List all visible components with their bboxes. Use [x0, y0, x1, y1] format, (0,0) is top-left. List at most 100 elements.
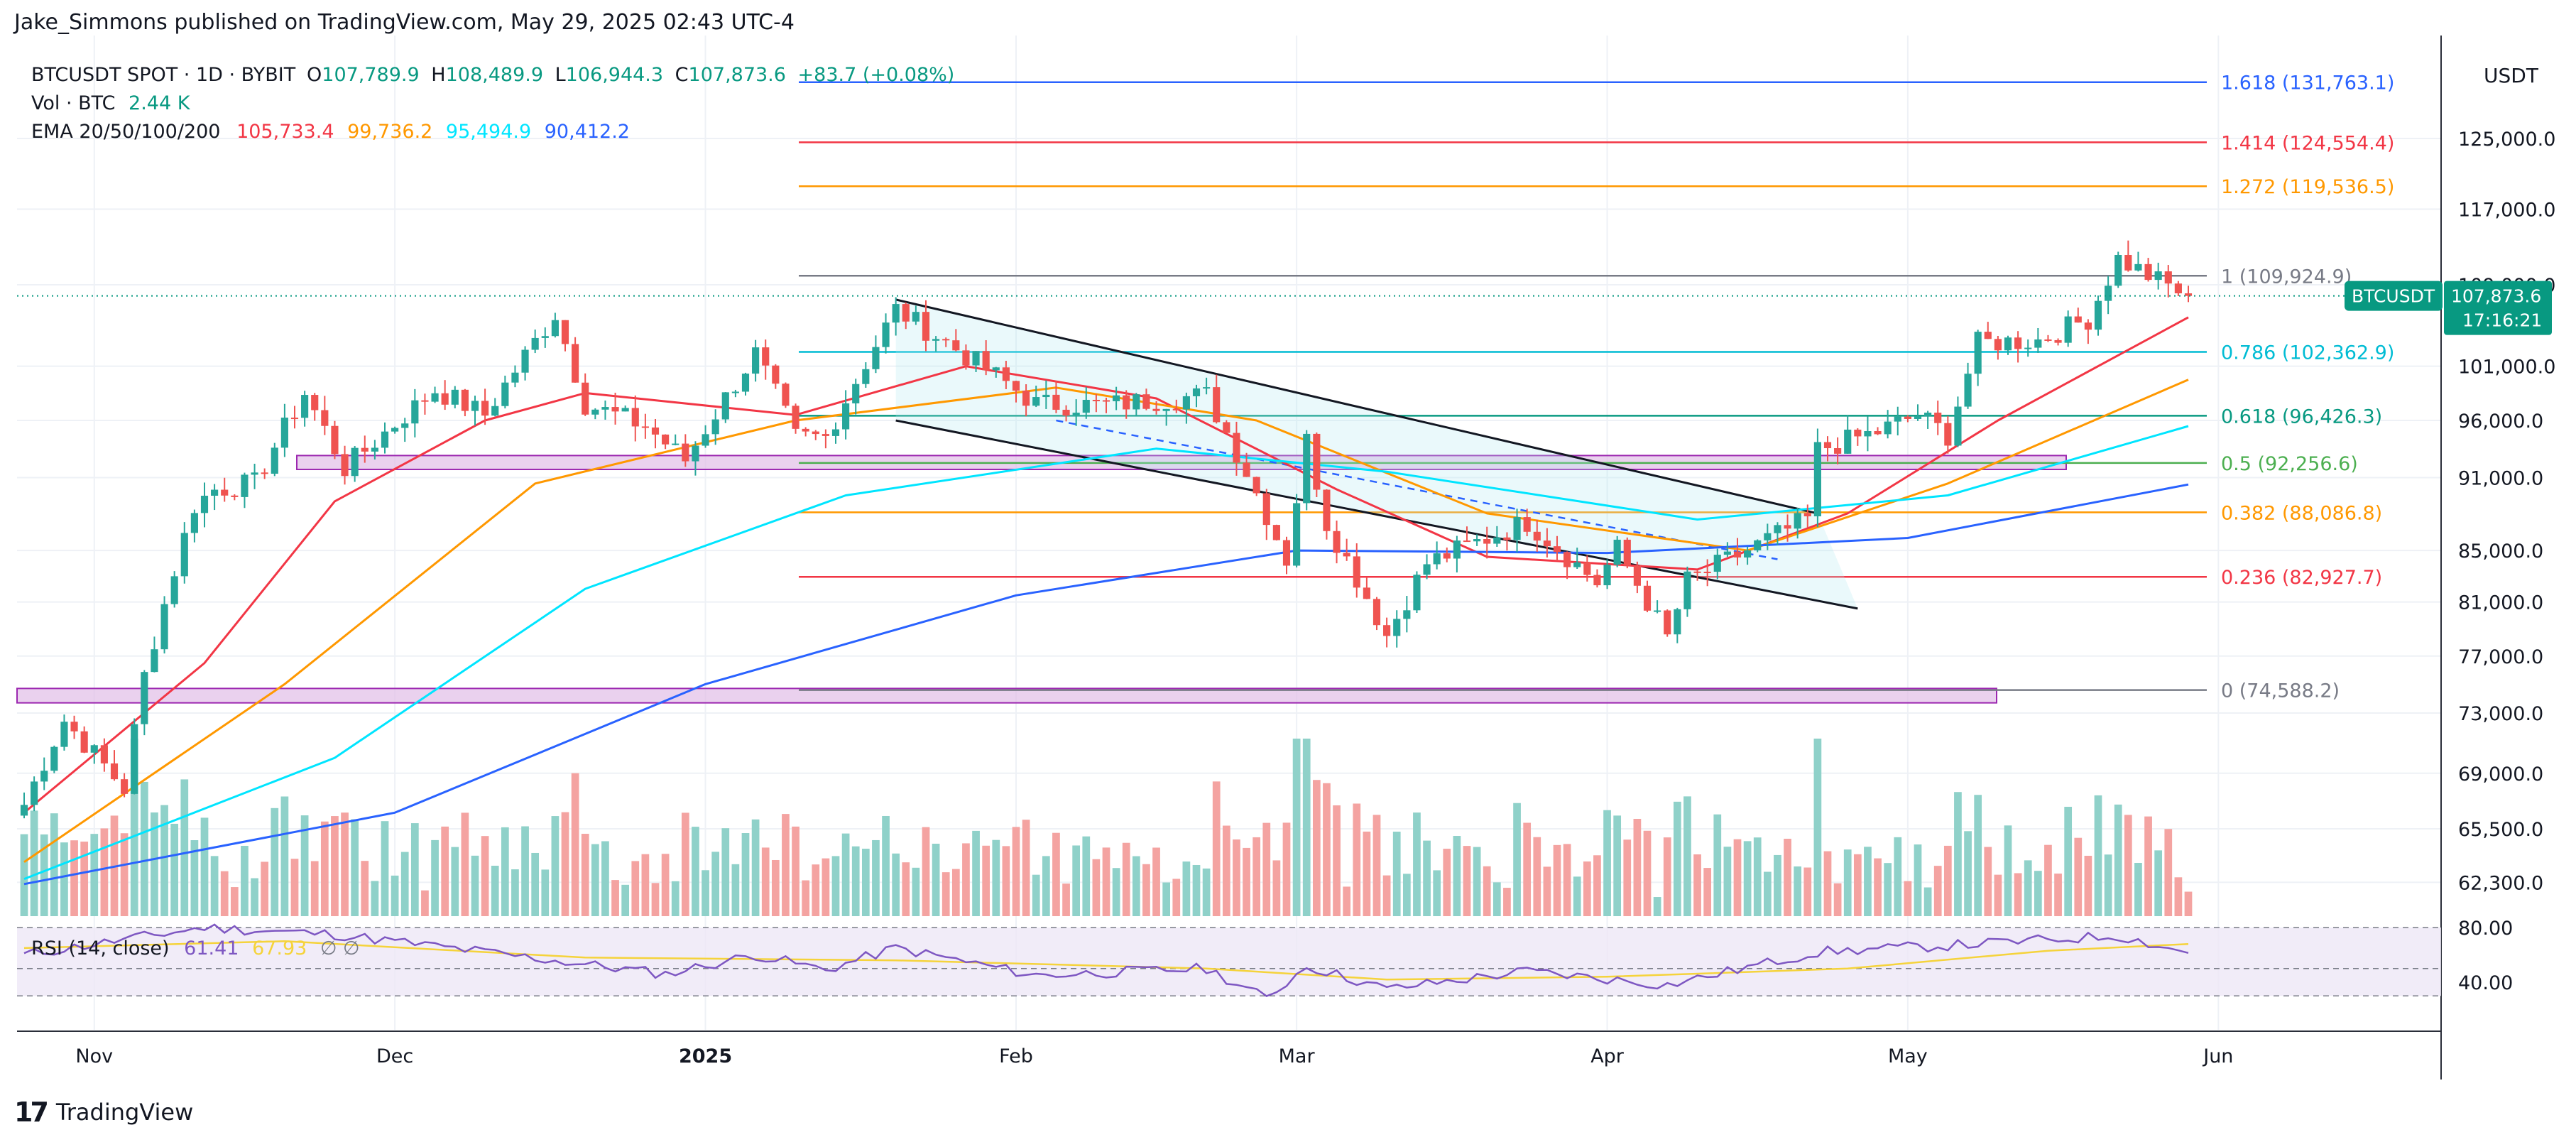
- fib-level-label[interactable]: 1.618 (131,763.1): [2221, 72, 2394, 94]
- candle-body: [431, 393, 439, 402]
- volume-bar: [1813, 739, 1822, 916]
- fib-level-label[interactable]: 1.414 (124,554.4): [2221, 132, 2394, 154]
- candle-body: [180, 533, 188, 577]
- tradingview-brand[interactable]: 17 TradingView: [14, 1092, 193, 1132]
- volume-bar: [1874, 858, 1882, 916]
- volume-bar: [1964, 831, 1972, 916]
- rsi-tick-label: 40.00: [2458, 972, 2513, 994]
- volume-bar: [241, 845, 249, 916]
- volume-bar: [2074, 837, 2083, 916]
- volume-legend[interactable]: Vol · BTC 2.44 K: [31, 92, 191, 114]
- candle-body: [1353, 556, 1360, 588]
- candle-body: [1152, 408, 1160, 411]
- publisher-line: Jake_Simmons published on TradingView.co…: [14, 10, 795, 35]
- volume-bar: [761, 847, 770, 916]
- volume-bar: [1233, 839, 1240, 916]
- volume-bar: [410, 823, 419, 916]
- volume-bar: [1102, 847, 1110, 916]
- volume-bar: [1633, 818, 1642, 916]
- fib-level-label[interactable]: 0.382 (88,086.8): [2221, 502, 2382, 524]
- candle-body: [1813, 442, 1821, 517]
- currency-label[interactable]: USDT: [2484, 64, 2539, 87]
- fib-level-label[interactable]: 0 (74,588.2): [2221, 680, 2340, 702]
- fib-level-label[interactable]: 0.5 (92,256.6): [2221, 453, 2358, 475]
- fib-level-label[interactable]: 0.236 (82,927.7): [2221, 567, 2382, 589]
- candle-body: [1674, 609, 1681, 635]
- volume-bar: [391, 875, 399, 916]
- candle-body: [1413, 575, 1421, 611]
- channel-upper-line: [895, 298, 1818, 515]
- volume-bar: [601, 841, 609, 916]
- candle-body: [591, 409, 599, 415]
- candle-body: [2114, 255, 2122, 286]
- volume-bars: [20, 739, 2193, 916]
- candle-body: [1493, 537, 1501, 544]
- volume-bar: [1884, 863, 1892, 916]
- candle-body: [982, 351, 990, 371]
- volume-bar: [2084, 855, 2092, 916]
- volume-bar: [812, 864, 820, 916]
- volume-bar: [2064, 807, 2073, 916]
- volume-bar: [1202, 868, 1211, 916]
- tradingview-logo-icon: 17: [14, 1097, 49, 1128]
- candle-body: [922, 312, 930, 341]
- candle-body: [651, 427, 660, 435]
- candle-body: [2014, 337, 2022, 349]
- open-label: O: [307, 64, 322, 86]
- volume-bar: [1643, 830, 1652, 916]
- price-tick-label: 77,000.0: [2458, 646, 2543, 668]
- candle-body: [1082, 399, 1090, 413]
- volume-bar: [892, 853, 900, 916]
- volume-bar: [130, 739, 138, 916]
- ema-line: [23, 483, 2189, 886]
- candle-body: [1934, 413, 1942, 423]
- candle-body: [551, 320, 559, 337]
- ema-legend[interactable]: EMA 20/50/100/200 105,733.4 99,736.2 95,…: [31, 121, 630, 143]
- fib-level-label[interactable]: 1 (109,924.9): [2221, 266, 2352, 288]
- volume-bar: [1312, 780, 1321, 916]
- volume-bar: [210, 856, 219, 916]
- volume-bar: [80, 842, 89, 916]
- candle-body: [1513, 517, 1521, 540]
- ema20-value: 105,733.4: [236, 121, 334, 143]
- symbol-tag: BTCUSDT: [2352, 286, 2435, 307]
- candle-body: [381, 431, 389, 448]
- volume-bar: [280, 796, 289, 916]
- price-tick-label: 69,000.0: [2458, 763, 2543, 785]
- candle-body: [1603, 565, 1611, 586]
- candle-body: [1654, 610, 1661, 612]
- volume-bar: [792, 826, 799, 916]
- volume-bar: [1613, 815, 1622, 916]
- price-tick-label: 65,500.0: [2458, 819, 2543, 841]
- volume-bar: [531, 852, 540, 916]
- candle-body: [1403, 610, 1411, 619]
- volume-bar: [1172, 879, 1181, 916]
- volume-bar: [2024, 860, 2032, 916]
- candle-body: [812, 431, 819, 435]
- candle-body: [2034, 339, 2042, 348]
- candle-body: [792, 406, 799, 429]
- fib-level-label[interactable]: 1.272 (119,536.5): [2221, 176, 2394, 198]
- volume-bar: [741, 833, 750, 916]
- candle-body: [822, 434, 829, 436]
- volume-bar: [1182, 861, 1191, 916]
- candle-body: [1553, 546, 1561, 553]
- volume-bar: [802, 880, 810, 916]
- volume-bar: [1262, 822, 1271, 916]
- rsi-legend[interactable]: RSI (14, close) 61.41 67.93 ∅ ∅: [31, 937, 360, 959]
- volume-bar: [621, 884, 630, 916]
- volume-bar: [1994, 874, 2002, 916]
- volume-bar: [60, 842, 68, 916]
- fib-level-label[interactable]: 0.786 (102,362.9): [2221, 342, 2394, 364]
- candle-body: [572, 344, 579, 383]
- fib-level-label[interactable]: 0.618 (96,426.3): [2221, 406, 2382, 428]
- legend-symbol[interactable]: BTCUSDT SPOT · 1D · BYBIT: [31, 64, 296, 86]
- volume-bar: [140, 781, 148, 916]
- volume-bar: [1914, 844, 1922, 916]
- price-axis: 125,000.0117,000.0109,000.0101,000.096,0…: [2458, 129, 2555, 994]
- volume-bar: [1252, 837, 1261, 916]
- candle-body: [231, 495, 239, 497]
- volume-bar: [2114, 804, 2122, 916]
- candle-body: [1844, 429, 1852, 454]
